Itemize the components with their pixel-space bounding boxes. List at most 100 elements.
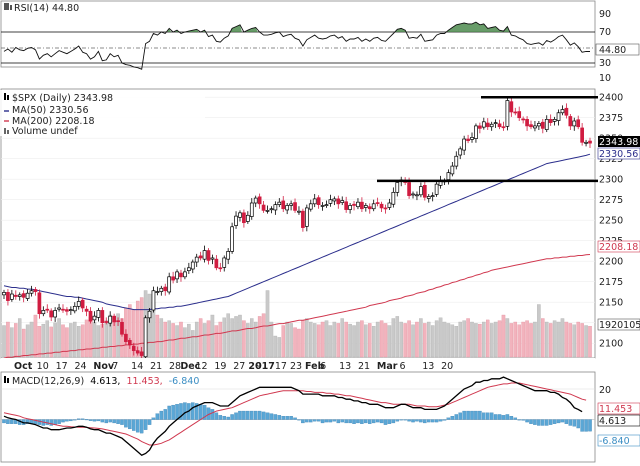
volume-bar <box>234 316 238 358</box>
volume-bar <box>328 325 333 358</box>
volume-bar <box>96 325 101 358</box>
candle-body <box>76 301 81 307</box>
volume-bar <box>513 321 518 358</box>
candle-body <box>96 310 101 318</box>
volume-bar <box>470 321 474 358</box>
macd-title-text: MACD(12,26,9) 4.613, 11.453, -6.840 <box>12 376 199 387</box>
volume-bar <box>297 328 301 358</box>
candle-body <box>139 351 144 356</box>
volume-bar <box>238 314 242 358</box>
candle-body <box>387 202 392 208</box>
volume-bar <box>6 321 10 358</box>
macd-histogram-bar <box>2 419 6 424</box>
macd-histogram-bar <box>537 419 541 426</box>
candle-body <box>167 276 172 293</box>
volume-bar <box>462 320 466 358</box>
volume-bar <box>552 320 557 358</box>
candle-body <box>379 203 384 209</box>
volume-bar <box>544 321 549 358</box>
macd-histogram-bar <box>151 417 156 420</box>
candle-body <box>540 121 545 129</box>
volume-bar <box>159 318 164 358</box>
candle-body <box>21 293 26 298</box>
macd-histogram-bar <box>387 419 392 424</box>
volume-bar <box>434 320 439 358</box>
volume-bar <box>104 320 109 358</box>
macd-histogram-bar <box>147 419 152 425</box>
volume-bar <box>419 318 423 358</box>
candle-body <box>564 107 569 116</box>
candle-body <box>348 205 352 210</box>
volume-bar <box>191 330 195 358</box>
volume-bar <box>438 317 443 358</box>
macd-histogram-bar <box>250 410 254 420</box>
price-level-label: 2250 <box>599 216 623 227</box>
price-level-label: 2400 <box>599 93 623 104</box>
volume-bar <box>218 321 223 358</box>
macd-histogram-bar <box>360 419 364 424</box>
candle-body <box>580 127 584 143</box>
price-legend: $SPX (Daily) 2343.98 MA(50) 2330.56 MA(2… <box>0 90 205 137</box>
volume-bar <box>281 325 285 358</box>
candle-body <box>194 256 199 263</box>
candle-body <box>344 201 349 210</box>
macd-histogram-bar <box>521 419 525 421</box>
volume-bar <box>21 328 26 358</box>
volume-bar <box>391 318 396 358</box>
candle-body <box>395 182 400 193</box>
volume-bar <box>482 321 486 358</box>
candle-body <box>202 250 207 260</box>
candle-body <box>265 210 270 212</box>
candle-body <box>245 214 250 222</box>
volume-bar <box>187 323 191 358</box>
rsi-overbought-fill <box>230 24 242 32</box>
volume-bar <box>128 304 132 358</box>
macd-histogram-bar <box>556 419 561 424</box>
volume-bar <box>312 323 317 358</box>
candle-body <box>470 137 474 140</box>
macd-histogram-bar <box>139 419 144 434</box>
macd-histogram-bar <box>49 419 53 426</box>
macd-histogram-bar <box>509 416 514 420</box>
macd-histogram-bar <box>544 419 549 426</box>
candle-body <box>88 310 93 322</box>
candle-body <box>147 310 152 319</box>
macd-histogram-bar <box>191 402 195 420</box>
candle-body <box>544 118 549 130</box>
macd-histogram-bar <box>179 403 183 420</box>
macd-histogram-bar <box>474 410 478 420</box>
candle-body <box>175 271 179 280</box>
candle-body <box>548 118 553 123</box>
x-axis-label: 19 <box>214 361 226 372</box>
candle-body <box>120 321 124 335</box>
x-axis-label: 9 <box>256 361 262 372</box>
candle-body <box>363 205 368 208</box>
price-level-label: 2275 <box>599 195 623 206</box>
macd-histogram-bar <box>470 410 474 420</box>
macd-histogram-bar <box>446 417 451 420</box>
candle-body <box>308 203 313 210</box>
x-axis-label: 12 <box>195 361 207 372</box>
candle-body <box>320 205 325 207</box>
volume-bar <box>116 313 120 358</box>
macd-histogram-bar <box>529 419 533 424</box>
macd-histogram-bar <box>375 419 380 423</box>
candle-body <box>584 141 588 144</box>
macd-histogram-bar <box>88 419 93 421</box>
macd-histogram-bar <box>391 419 396 424</box>
candle-body <box>588 140 592 144</box>
volume-bar <box>407 320 411 358</box>
legend-ma200: MA(200) 2208.18 <box>12 116 95 127</box>
candle-body <box>371 203 376 210</box>
macd-histogram-bar <box>320 419 325 424</box>
x-axis-label: 2017 <box>248 361 274 372</box>
volume-bar <box>246 323 250 358</box>
macd-hist-marker-label: -6.840 <box>599 436 630 447</box>
legend-volume: Volume undef <box>12 126 78 137</box>
candle-body <box>104 321 109 323</box>
macd-histogram-bar <box>423 419 427 424</box>
macd-histogram-bar <box>57 419 61 424</box>
candle-body <box>69 309 73 311</box>
macd-histogram-bar <box>462 410 466 420</box>
volume-bar <box>548 323 553 358</box>
